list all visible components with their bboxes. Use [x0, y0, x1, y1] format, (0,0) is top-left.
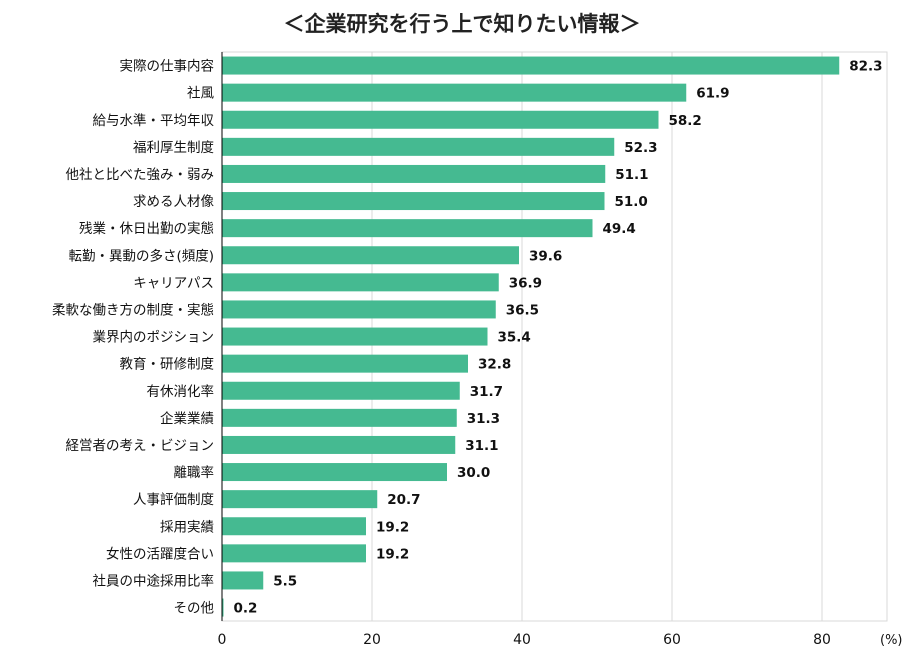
category-label: 柔軟な働き方の制度・実態: [52, 302, 214, 318]
data-label: 61.9: [696, 86, 729, 102]
data-label: 51.1: [615, 167, 648, 183]
x-unit-label: (%): [880, 633, 903, 648]
x-tick-label: 60: [663, 632, 681, 648]
data-label: 49.4: [603, 221, 636, 237]
category-label: 求める人材像: [133, 194, 214, 210]
bar: [222, 56, 840, 75]
category-label: 給与水準・平均年収: [93, 113, 215, 129]
category-label: 実際の仕事内容: [120, 58, 215, 75]
bar: [222, 408, 457, 427]
category-label: 社風: [187, 86, 214, 102]
category-label: 教育・研修制度: [120, 357, 215, 373]
bar: [222, 435, 456, 454]
bar: [222, 300, 496, 319]
data-label: 51.0: [615, 194, 648, 210]
category-label: キャリアパス: [133, 275, 214, 291]
category-label: 有休消化率: [147, 383, 215, 400]
data-label: 32.8: [478, 357, 511, 373]
data-label: 19.2: [376, 519, 409, 535]
data-label: 82.3: [849, 59, 882, 75]
bar: [222, 273, 499, 292]
category-label: 他社と比べた強み・弱み: [66, 167, 215, 183]
category-label: 残業・休日出勤の実態: [79, 221, 214, 237]
x-tick-label: 40: [513, 632, 531, 648]
bar: [222, 192, 605, 211]
bar: [222, 490, 378, 509]
bar: [222, 381, 460, 400]
category-label: 採用実績: [160, 519, 214, 535]
category-label: 福利厚生制度: [133, 140, 214, 156]
bar: [222, 544, 366, 563]
data-label: 20.7: [387, 492, 420, 508]
category-label: 業界内のポジション: [93, 330, 215, 346]
bar: [222, 517, 366, 536]
data-label: 36.9: [509, 275, 542, 291]
bar: [222, 137, 615, 156]
category-label: 経営者の考え・ビジョン: [66, 438, 215, 454]
bar: [222, 571, 264, 590]
data-label: 5.5: [273, 573, 297, 589]
category-label: 人事評価制度: [133, 492, 214, 508]
category-label: その他: [174, 601, 215, 617]
x-tick-label: 80: [813, 632, 831, 648]
x-tick-label: 0: [218, 632, 227, 648]
bar: [222, 219, 593, 238]
bar: [222, 246, 519, 265]
bar: [222, 598, 224, 617]
bar: [222, 354, 468, 373]
data-label: 31.7: [470, 384, 503, 400]
bar: [222, 327, 488, 346]
bar: [222, 83, 687, 102]
data-label: 39.6: [529, 248, 562, 264]
category-label: 転勤・異動の多さ(頻度): [68, 247, 214, 264]
bar: [222, 463, 447, 482]
category-label: 女性の活躍度合い: [106, 545, 214, 562]
bar: [222, 164, 606, 183]
chart-title: ＜企業研究を行う上で知りたい情報＞: [283, 12, 641, 36]
data-label: 31.1: [465, 438, 498, 454]
data-label: 52.3: [624, 140, 657, 156]
category-label: 企業業績: [160, 410, 214, 427]
category-label: 社員の中途採用比率: [93, 572, 215, 589]
data-label: 35.4: [498, 330, 531, 346]
data-label: 36.5: [506, 302, 539, 318]
data-label: 31.3: [467, 411, 500, 427]
bar: [222, 110, 659, 129]
data-label: 19.2: [376, 546, 409, 562]
data-label: 0.2: [234, 601, 258, 617]
data-label: 58.2: [669, 113, 702, 129]
data-label: 30.0: [457, 465, 490, 481]
category-label: 離職率: [174, 464, 215, 481]
x-tick-label: 20: [363, 632, 381, 648]
